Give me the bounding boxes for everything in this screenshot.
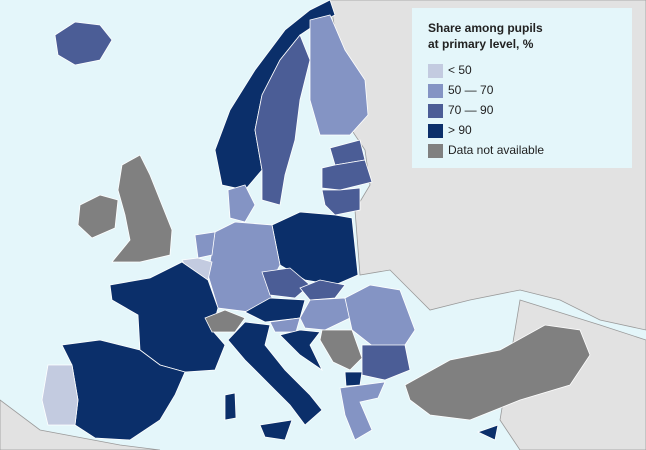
iceland	[54, 21, 113, 66]
denmark	[227, 184, 256, 223]
legend-swatch	[428, 144, 443, 158]
cyprus	[476, 424, 499, 441]
legend-swatch	[428, 104, 443, 118]
united-kingdom	[111, 154, 173, 263]
switzerland	[204, 309, 246, 333]
latvia	[321, 159, 373, 191]
legend-label: Data not available	[448, 143, 544, 157]
slovakia	[299, 279, 346, 301]
ireland	[77, 194, 119, 239]
legend-items: < 50 50 — 70 70 — 90 > 90 Data not available	[428, 63, 544, 158]
bulgaria	[361, 344, 411, 381]
serbia	[319, 329, 363, 371]
legend-label: 70 — 90	[448, 103, 494, 117]
finland	[309, 14, 369, 136]
portugal	[41, 364, 79, 426]
austria	[244, 297, 306, 323]
greece	[339, 381, 386, 441]
legend-title: Share among pupils	[428, 21, 543, 35]
france	[109, 261, 226, 373]
north-macedonia	[344, 371, 363, 387]
legend-swatch	[428, 64, 443, 78]
turkey	[404, 324, 591, 421]
legend-swatch	[428, 124, 443, 138]
legend-label: 50 — 70	[448, 83, 494, 97]
sweden	[254, 34, 311, 206]
legend-label: < 50	[448, 63, 472, 77]
romania	[344, 284, 416, 349]
italy	[227, 321, 323, 426]
sicily	[259, 419, 293, 441]
sardinia	[224, 392, 237, 421]
land	[0, 399, 161, 450]
legend-box	[412, 8, 632, 168]
countries	[41, 0, 591, 441]
legend-title: at primary level, %	[428, 37, 534, 51]
croatia	[279, 329, 324, 372]
netherlands	[194, 231, 216, 259]
norway	[214, 0, 336, 191]
lithuania	[321, 187, 361, 216]
legend-label: > 90	[448, 123, 472, 137]
legend-swatch	[428, 84, 443, 98]
